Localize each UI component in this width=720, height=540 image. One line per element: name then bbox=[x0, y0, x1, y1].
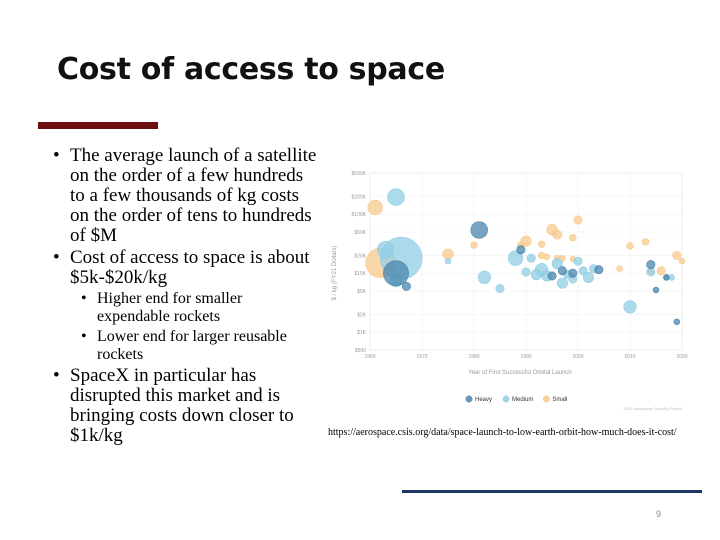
legend-label: Small bbox=[552, 397, 567, 403]
data-point-medium bbox=[495, 284, 505, 294]
y-axis-label: $ / kg (FY21 Dollars) bbox=[332, 245, 338, 300]
y-tick-label: $500 bbox=[355, 348, 366, 354]
data-point-heavy bbox=[547, 271, 557, 281]
legend-swatch bbox=[465, 395, 473, 403]
page-number: 9 bbox=[656, 509, 662, 519]
data-point-heavy bbox=[646, 260, 656, 270]
bullet-text: The average launch of a satellite on the… bbox=[70, 145, 317, 246]
x-tick-label: 1960 bbox=[364, 354, 375, 360]
data-point-small bbox=[552, 229, 563, 240]
data-point-medium bbox=[376, 241, 395, 259]
y-tick-label: $50K bbox=[354, 230, 366, 236]
y-tick-label: $500K bbox=[352, 171, 367, 177]
data-point-small bbox=[626, 242, 634, 250]
x-tick-label: 1970 bbox=[416, 354, 427, 360]
x-tick-label: 2000 bbox=[572, 354, 583, 360]
y-tick-label: $5K bbox=[357, 289, 367, 295]
data-point-medium bbox=[477, 270, 491, 285]
launch-cost-bubble-chart: $500K $200K $100K $50K $20K $10K $5K $2K $1K $500… bbox=[332, 171, 688, 411]
data-point-medium bbox=[551, 258, 563, 270]
data-point-heavy bbox=[470, 221, 488, 239]
data-point-small bbox=[470, 241, 478, 249]
legend-label: Medium bbox=[512, 397, 533, 403]
bullet-text: Cost of access to space is about $5k-$20… bbox=[70, 247, 310, 288]
data-point-heavy bbox=[673, 318, 681, 326]
bullet-dot: • bbox=[53, 365, 60, 386]
data-point-medium bbox=[578, 266, 588, 276]
data-point-heavy bbox=[594, 265, 604, 275]
bullet-list: • The average launch of a satellite on th… bbox=[53, 146, 318, 448]
data-point-heavy bbox=[557, 266, 567, 276]
bullet-item: • SpaceX in particular has disrupted this… bbox=[53, 366, 318, 446]
y-tick-label: $1K bbox=[357, 330, 367, 336]
data-point-small bbox=[641, 238, 650, 246]
chart-legend: Heavy Medium Small bbox=[465, 395, 567, 403]
data-point-heavy bbox=[516, 245, 526, 255]
chart-ticks: $500K $200K $100K $50K $20K $10K $5K $2K $1K $500… bbox=[352, 171, 688, 360]
data-point-small bbox=[442, 248, 454, 260]
y-tick-label: $100K bbox=[352, 212, 367, 218]
sub-bullet-text: Higher end for smaller expendable rocket… bbox=[97, 290, 243, 325]
bullet-dot: • bbox=[53, 145, 60, 166]
data-point-heavy bbox=[568, 268, 578, 278]
title-accent-bar bbox=[38, 122, 158, 129]
data-point-medium bbox=[573, 256, 583, 266]
data-point-medium bbox=[556, 277, 568, 289]
data-point-small bbox=[678, 257, 686, 265]
bullet-text: SpaceX in particular has disrupted this … bbox=[70, 365, 294, 446]
sub-bullet-text: Lower end for larger reusable rockets bbox=[97, 328, 287, 363]
data-point-small bbox=[367, 199, 383, 216]
x-tick-label: 1980 bbox=[468, 354, 479, 360]
bullet-dot: • bbox=[81, 328, 87, 345]
data-point-medium bbox=[444, 257, 452, 265]
y-tick-label: $2K bbox=[357, 312, 367, 318]
bullet-dot: • bbox=[81, 290, 87, 307]
data-point-heavy bbox=[383, 260, 409, 287]
bullet-dot: • bbox=[53, 247, 60, 268]
source-link[interactable]: https://aerospace.csis.org/data/space-la… bbox=[328, 427, 677, 438]
sub-bullet-item: • Lower end for larger reusable rockets bbox=[81, 328, 318, 364]
y-tick-label: $10K bbox=[354, 271, 366, 277]
data-point-small bbox=[537, 240, 546, 248]
x-tick-label: 1990 bbox=[520, 354, 531, 360]
legend-swatch bbox=[542, 395, 550, 403]
x-tick-label: 2010 bbox=[624, 354, 635, 360]
legend-label: Heavy bbox=[475, 397, 492, 403]
slide-title: Cost of access to space bbox=[57, 52, 445, 87]
bullet-item: • Cost of access to space is about $5k-$2… bbox=[53, 248, 318, 288]
data-point-small bbox=[672, 250, 682, 260]
data-point-heavy bbox=[652, 286, 660, 294]
y-tick-label: $200K bbox=[352, 194, 367, 200]
x-tick-label: 2020 bbox=[676, 354, 687, 360]
data-point-medium bbox=[521, 267, 531, 277]
y-tick-label: $20K bbox=[354, 253, 366, 259]
data-point-small bbox=[543, 253, 551, 261]
data-point-medium bbox=[507, 250, 524, 266]
data-point-medium bbox=[582, 271, 594, 283]
x-axis-label: Year of First Successful Orbital Launch bbox=[468, 370, 572, 376]
data-point-small bbox=[573, 215, 583, 225]
footer-rule bbox=[402, 490, 702, 493]
data-point-medium bbox=[530, 269, 542, 281]
sub-bullet-item: • Higher end for smaller expendable rocke… bbox=[81, 290, 318, 326]
bullet-item: • The average launch of a satellite on th… bbox=[53, 146, 318, 246]
data-point-medium bbox=[623, 300, 637, 314]
data-point-heavy bbox=[663, 274, 670, 281]
legend-swatch bbox=[502, 395, 510, 403]
data-point-small bbox=[656, 266, 666, 276]
data-point-small bbox=[569, 234, 577, 242]
chart-credit: CSIS Aerospace Security Project bbox=[624, 406, 683, 411]
data-point-medium bbox=[526, 253, 536, 263]
chart-bubbles bbox=[365, 188, 686, 326]
data-point-heavy bbox=[401, 281, 411, 291]
data-point-small bbox=[616, 265, 623, 272]
data-point-medium bbox=[387, 188, 405, 206]
